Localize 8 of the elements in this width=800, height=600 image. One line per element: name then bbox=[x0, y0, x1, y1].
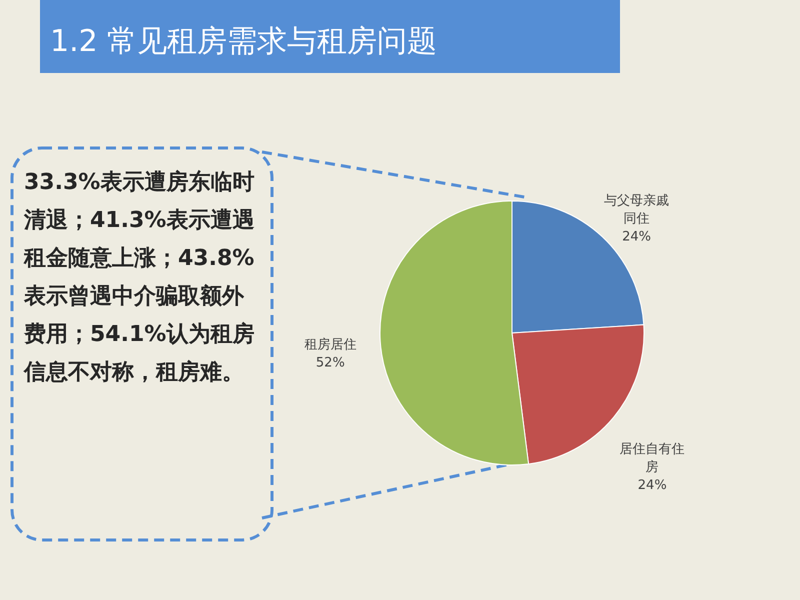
chart-title: 1.2 常见租房需求与租房问题 bbox=[50, 24, 438, 59]
slice-label: 与父母亲戚同住 bbox=[604, 193, 670, 226]
text: 33.3%表示遭房东临时清退；41.3%表示遭遇租金随意上涨；43.8%表示曾遇中介骗取额外费用；54.1%认为租房信息不对称，租房难。 bbox=[23, 169, 254, 385]
data-label: 24% bbox=[622, 229, 652, 244]
slice-label: 租房居住 bbox=[304, 336, 356, 352]
data-label: 24% bbox=[638, 478, 667, 494]
data-label: 52% bbox=[316, 355, 345, 370]
slice-label: 居住自有住房 bbox=[620, 442, 685, 476]
